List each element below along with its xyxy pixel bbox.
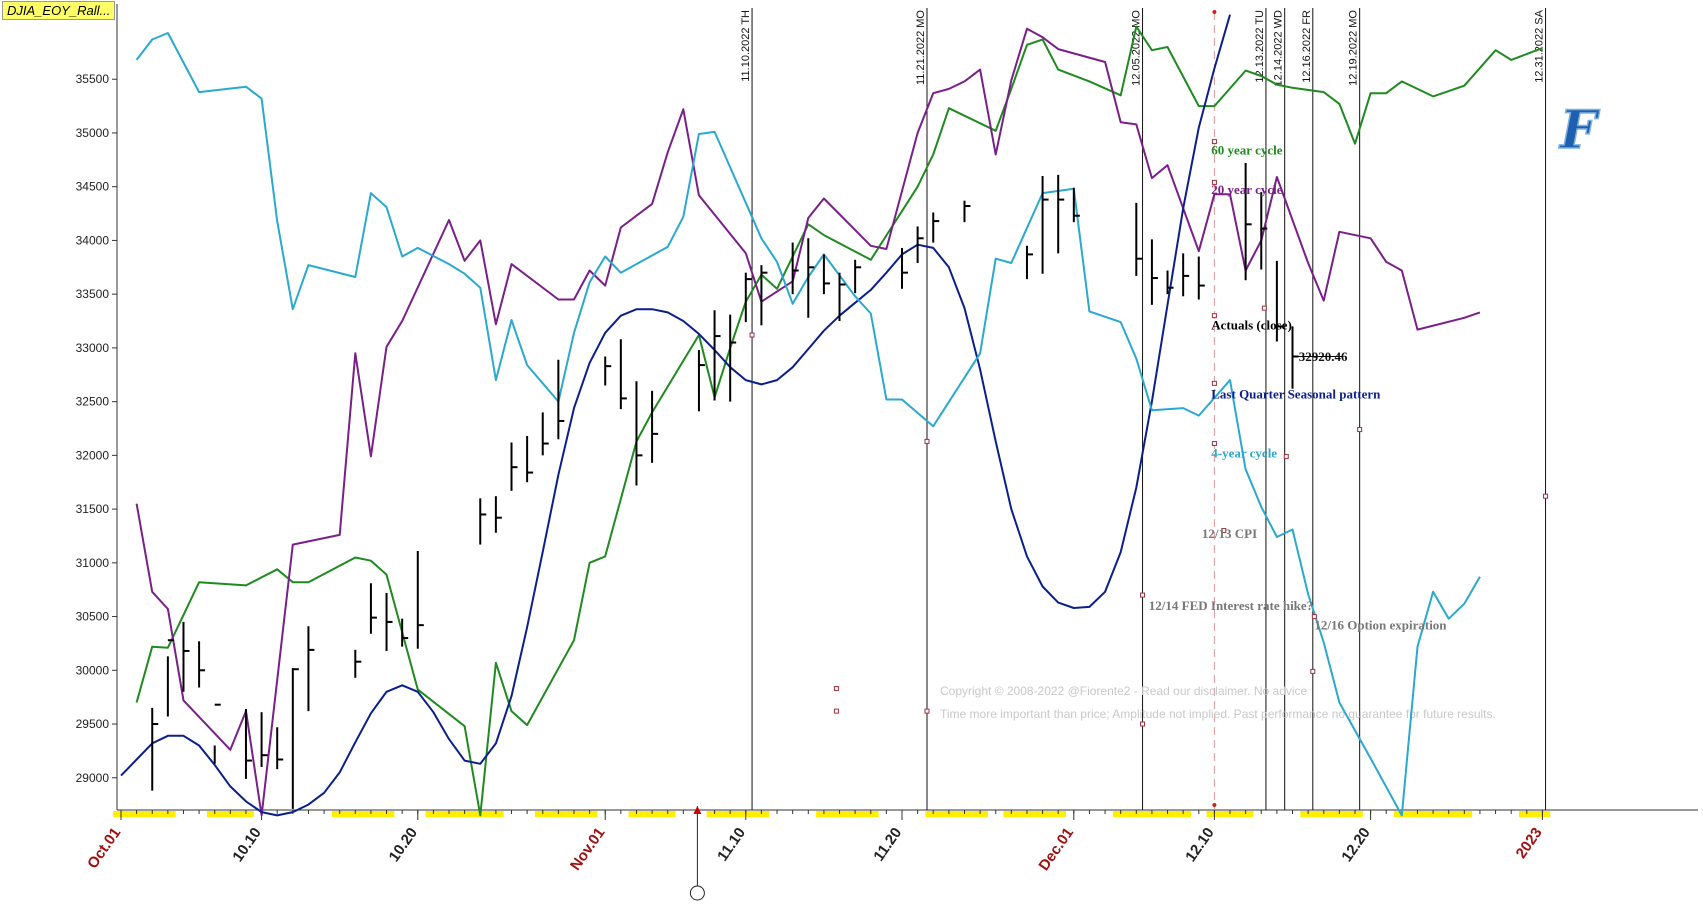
point-marker-12 [1221,528,1227,534]
legend-entry-0: 60 year cycle [1211,142,1282,157]
y-tick-label-31000: 31000 [76,556,110,570]
point-marker-16 [1310,668,1316,674]
copyright-block: Copyright © 2008-2022 @Fiorente2 - Read … [940,684,1496,721]
series-line-2 [120,14,1231,817]
x-tick-label-2023: 2023 [1513,825,1546,862]
axes: 29000 29500 30000 30500 31000 31500 32000 32500… [76,4,1698,901]
legend-entry-3: Last Quarter Seasonal pattern [1211,386,1381,401]
event-vline-label-4: 12.14.2022 WD [1273,10,1285,86]
point-marker-3 [833,686,839,692]
copyright-text: Copyright © 2008-2022 @Fiorente2 - Read … [940,684,1308,698]
annotation-0: 12/13 CPI [1202,526,1257,541]
today-bottom-dot [1212,803,1217,807]
x-tick-label-Nov.01: Nov.01 [567,825,609,874]
x-tick-label-10.20: 10.20 [386,825,421,866]
y-tick-label-34500: 34500 [76,180,110,194]
point-marker-18 [1543,493,1549,499]
event-vline-label-2: 12.05.2022 MO [1131,10,1143,86]
chart-title: DJIA_EOY_Rall... [2,1,116,20]
point-marker-13 [1261,305,1267,311]
x-tick-label-11.20: 11.20 [870,825,905,865]
point-marker-2 [924,708,930,714]
y-tick-label-33000: 33000 [76,341,110,355]
point-marker-6 [1140,721,1146,727]
legend-entry-4: 4-year cycle [1211,446,1277,461]
x-tick-label-12.10: 12.10 [1182,825,1217,866]
event-vline-label-5: 12.16.2022 FR [1301,10,1313,83]
time-cursor-arrow [693,806,702,814]
y-tick-label-34000: 34000 [76,233,110,247]
y-tick-label-35500: 35500 [76,72,110,86]
point-markers [749,139,1549,727]
y-tick-label-30500: 30500 [76,610,110,624]
time-cursor-icon [689,885,705,901]
y-tick-label-33500: 33500 [76,287,110,301]
y-tick-label-32000: 32000 [76,448,110,462]
point-marker-10 [1211,380,1217,386]
series-line-1 [135,27,1481,817]
point-marker-15 [1311,614,1317,620]
event-vline-label-0: 11.10.2022 TH [740,10,752,82]
event-vlines: 11.10.2022 TH 11.21.2022 MO 12.05.2022 MO 1… [740,8,1547,810]
y-tick-label-32500: 32500 [76,395,110,409]
point-marker-5 [1140,592,1146,598]
event-vline-label-3: 12.13.2022 TU [1254,10,1266,83]
event-vline-label-6: 12.19.2022 MO [1348,10,1360,86]
disclaimer-text: Time more important than price; Amplitud… [940,707,1496,721]
annotation-1: 12/14 FED Interest rate hike? [1149,598,1313,613]
legend-entry-2: Actuals (close) [1211,318,1292,333]
y-tick-label-29500: 29500 [76,717,110,731]
y-tick-label-29000: 29000 [76,771,110,785]
x-tick-label-11.10: 11.10 [714,825,749,865]
today-top-dot [1212,10,1217,14]
series-lines [120,14,1543,817]
annotation-3: 32920.46 [1299,349,1348,364]
y-tick-label-35000: 35000 [76,126,110,140]
x-tick-label-12.20: 12.20 [1338,825,1373,866]
y-tick-label-31500: 31500 [76,502,110,516]
x-tick-label-10.10: 10.10 [229,825,264,866]
event-vline-label-7: 12.31.2022 SA [1534,9,1546,82]
legend-entry-1: 20 year cycle [1211,182,1282,197]
x-tick-label-Oct.01: Oct.01 [84,825,124,872]
series-line-0 [135,25,1543,817]
point-marker-7 [1211,139,1217,145]
price-bars [151,163,1343,809]
point-marker-14 [1283,453,1289,459]
point-marker-9 [1211,313,1217,319]
text-annotations: 60 year cycle 20 year cycle Actuals (close… [1149,99,1601,632]
point-marker-4 [833,708,839,714]
x-tick-label-Dec.01: Dec.01 [1035,825,1077,874]
y-tick-label-30000: 30000 [76,663,110,677]
point-marker-11 [1211,441,1217,447]
point-marker-8 [1211,179,1217,185]
annotation-2: 12/16 Option expiration [1314,617,1447,632]
point-marker-1 [924,438,930,444]
yellow-day-markers [113,811,1551,817]
point-marker-0 [749,332,755,338]
point-marker-17 [1357,427,1363,433]
logo-icon: F [1558,100,1600,161]
event-vline-label-1: 11.21.2022 MO [915,10,927,85]
